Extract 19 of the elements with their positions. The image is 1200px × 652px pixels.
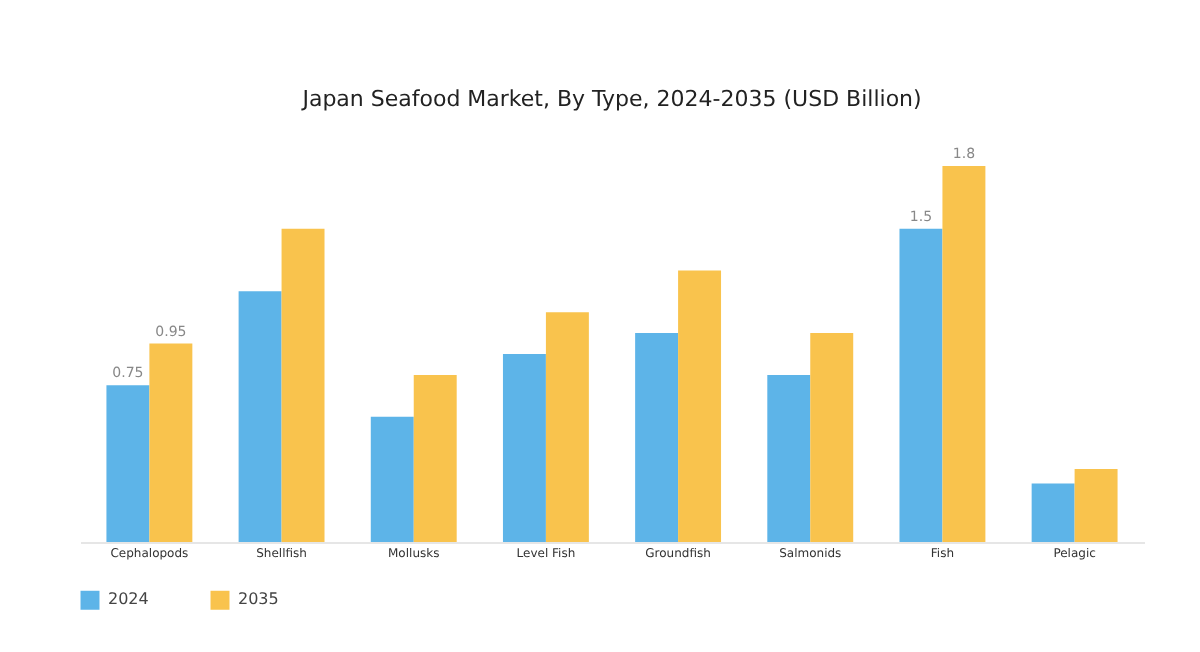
bar <box>413 374 457 542</box>
bar <box>502 354 546 542</box>
bar <box>545 312 589 542</box>
bar <box>635 333 679 542</box>
bar <box>106 385 150 542</box>
bar <box>942 166 986 542</box>
bar <box>370 416 414 542</box>
legend-label: 2035 <box>238 590 279 609</box>
bar <box>1074 468 1118 542</box>
bar <box>899 228 943 542</box>
chart-title: Japan Seafood Market, By Type, 2024-2035 (USD Billion) <box>300 86 922 112</box>
bar <box>281 228 325 542</box>
bar <box>149 343 193 542</box>
bar <box>767 374 811 542</box>
legend-label: 2024 <box>108 590 149 609</box>
bar <box>678 270 722 542</box>
bar <box>810 333 854 542</box>
bar <box>1031 483 1075 542</box>
bar <box>238 291 282 542</box>
